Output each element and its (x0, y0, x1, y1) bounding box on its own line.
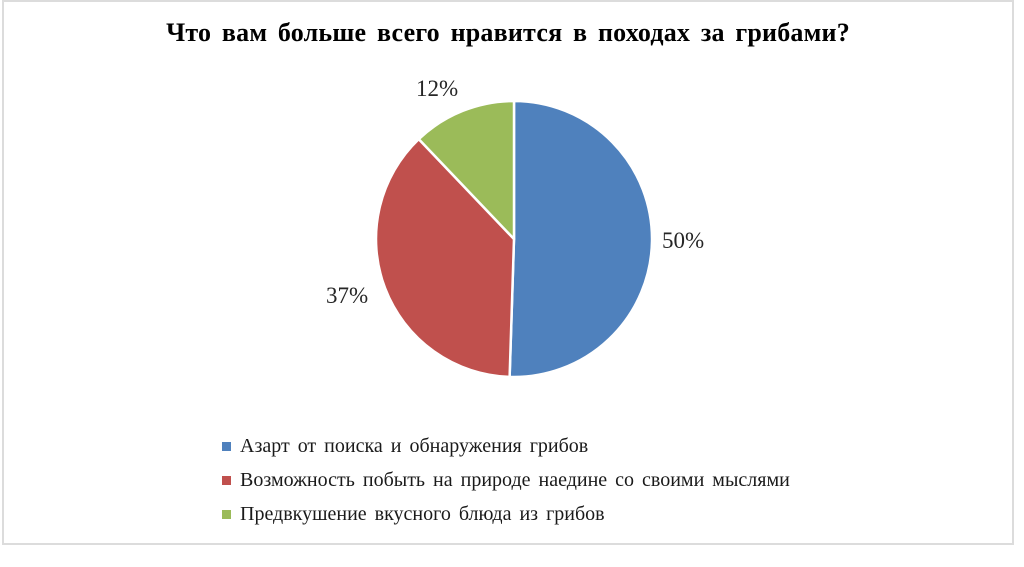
pie-slice-tasty-dish (417, 99, 516, 241)
legend-item-tasty-dish: Предвкушение вкусного блюда из грибов (222, 497, 790, 531)
legend-label-search-excitement: Азарт от поиска и обнаружения грибов (240, 434, 589, 457)
legend-swatch-red-icon (222, 475, 231, 485)
pie-chart (374, 99, 654, 379)
legend-swatch-green-icon (222, 509, 231, 519)
legend: Азарт от поиска и обнаружения грибов Воз… (222, 429, 790, 531)
legend-item-search-excitement: Азарт от поиска и обнаружения грибов (222, 429, 790, 463)
pie-slice-search-excitement (508, 99, 654, 379)
pie-slice-nature-solitude (374, 137, 516, 379)
legend-label-nature-solitude: Возможность побыть на природе наедине со… (240, 468, 790, 491)
chart-frame: Что вам больше всего нравится в походах … (2, 0, 1014, 545)
data-label-search-excitement: 50% (662, 228, 705, 253)
data-label-nature-solitude: 37% (326, 283, 369, 308)
legend-swatch-blue-icon (222, 441, 231, 451)
data-label-tasty-dish: 12% (416, 76, 459, 101)
legend-label-tasty-dish: Предвкушение вкусного блюда из грибов (240, 502, 605, 525)
chart-title: Что вам больше всего нравится в походах … (166, 18, 850, 47)
legend-item-nature-solitude: Возможность побыть на природе наедине со… (222, 463, 790, 497)
